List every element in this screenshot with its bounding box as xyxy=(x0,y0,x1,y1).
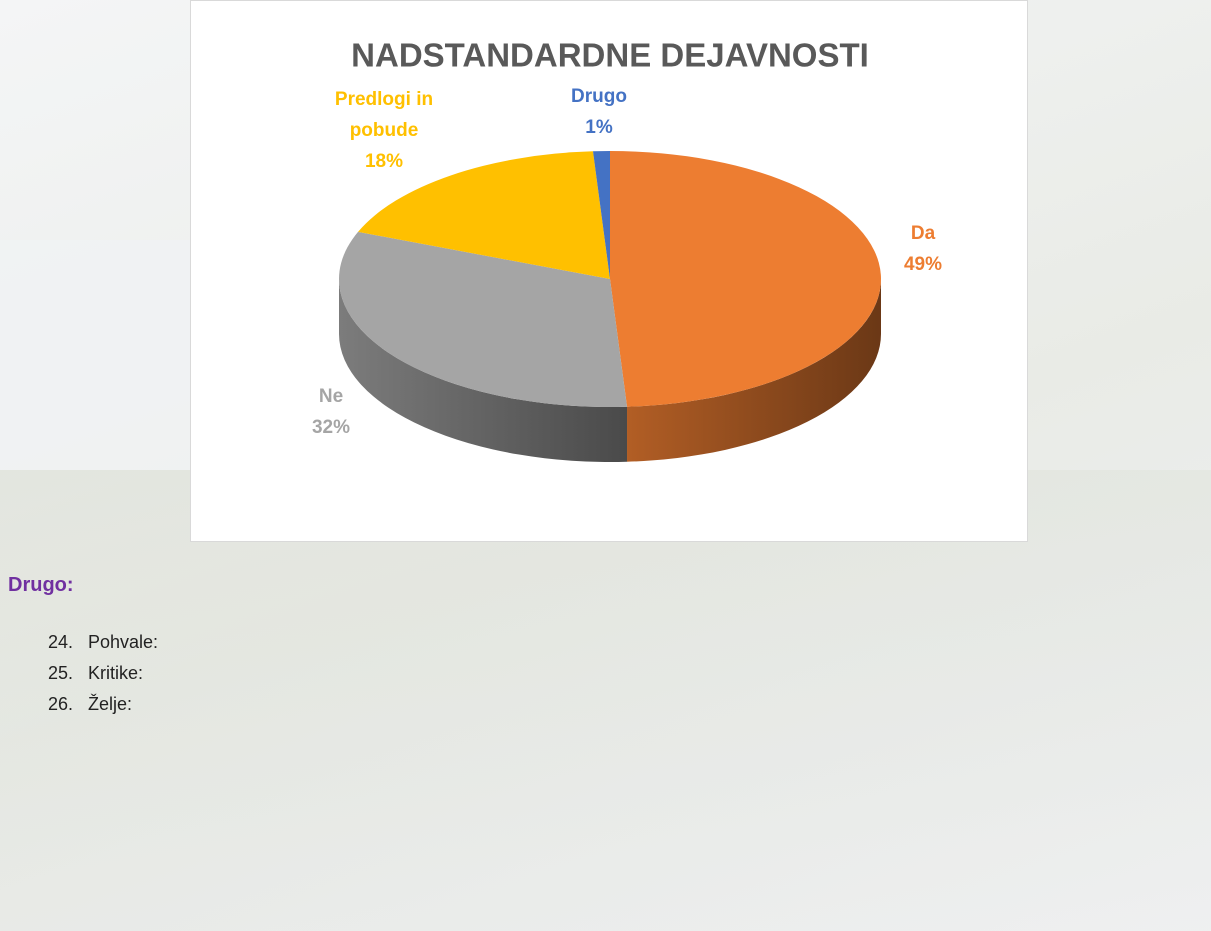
data-label-category: Drugo xyxy=(529,81,669,112)
item-text: Kritike: xyxy=(88,663,143,683)
item-number: 25. xyxy=(48,663,88,684)
list-item: 24.Pohvale: xyxy=(48,632,158,663)
item-text: Želje: xyxy=(88,694,132,714)
data-label-category: Ne xyxy=(261,381,401,412)
item-list: 24.Pohvale:25.Kritike:26.Želje: xyxy=(48,632,158,725)
background xyxy=(0,240,200,470)
data-label-value: 18% xyxy=(324,146,444,177)
item-text: Pohvale: xyxy=(88,632,158,652)
list-item: 25.Kritike: xyxy=(48,663,158,694)
item-number: 24. xyxy=(48,632,88,653)
data-label-category: Predlogi in pobude xyxy=(324,84,444,146)
chart-title: NADSTANDARDNE DEJAVNOSTI xyxy=(351,37,869,74)
section-heading: Drugo: xyxy=(8,574,74,597)
item-number: 26. xyxy=(48,694,88,715)
data-label-value: 32% xyxy=(261,412,401,443)
data-label-value: 1% xyxy=(529,112,669,143)
page: NADSTANDARDNE DEJAVNOSTI Da49% Ne32% Predl… xyxy=(0,0,1211,931)
list-item: 26.Želje: xyxy=(48,694,158,725)
data-label-category: Da xyxy=(853,218,993,249)
data-label-value: 49% xyxy=(853,249,993,280)
